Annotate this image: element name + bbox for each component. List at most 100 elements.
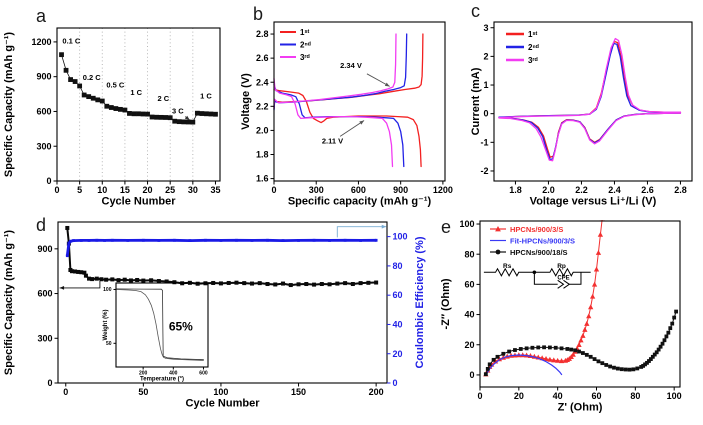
svg-text:1 C: 1 C: [200, 91, 212, 100]
svg-text:80: 80: [630, 391, 640, 401]
svg-text:3 C: 3 C: [172, 107, 184, 116]
svg-text:2.11 V: 2.11 V: [322, 137, 343, 146]
svg-text:0: 0: [469, 370, 474, 380]
chart-d-cycling-with-tga-inset: 0 50 100 150 2000300600900020406080100Cycle …: [3, 215, 426, 410]
svg-text:c: c: [471, 1, 480, 21]
svg-text:0.1 C: 0.1 C: [62, 37, 81, 46]
svg-text:-1: -1: [480, 137, 488, 147]
svg-text:2.6: 2.6: [256, 53, 269, 63]
svg-text:20: 20: [464, 340, 474, 350]
svg-text:1200: 1200: [433, 185, 453, 195]
svg-text:900: 900: [393, 185, 408, 195]
svg-text:300: 300: [37, 333, 52, 343]
svg-text:900: 900: [37, 244, 52, 254]
svg-text:20: 20: [393, 349, 403, 359]
svg-text:Fit-HPCNs/900/3/S: Fit-HPCNs/900/3/S: [510, 237, 575, 246]
svg-text:80: 80: [464, 249, 474, 259]
svg-text:0.5 C: 0.5 C: [106, 80, 125, 89]
svg-text:Z' (Ohm): Z' (Ohm): [558, 402, 603, 414]
svg-text:100: 100: [667, 391, 682, 401]
svg-text:2.2: 2.2: [575, 185, 588, 195]
svg-text:60: 60: [464, 279, 474, 289]
svg-text:40: 40: [553, 391, 563, 401]
svg-text:150: 150: [291, 387, 306, 397]
svg-text:60: 60: [393, 290, 403, 300]
svg-text:1ˢᵗ: 1ˢᵗ: [300, 28, 309, 37]
panel-e-nyquist-impedance: 0 20 40 60 80 100 0 20 40 60 80 100 Z' (Ohm) -Z″ (Ohm…: [440, 207, 703, 425]
svg-text:0: 0: [483, 109, 488, 119]
svg-text:100: 100: [393, 232, 408, 242]
svg-text:400: 400: [169, 370, 178, 376]
svg-text:3: 3: [483, 23, 488, 33]
svg-text:5: 5: [77, 185, 82, 195]
chart-c-cv-curves: 1.8 2.0 2.2 2.4 2.6 2.8 -2 -1 0 1 2 3 Voltage versus…: [470, 1, 693, 207]
svg-text:40: 40: [393, 320, 403, 330]
svg-text:a: a: [36, 6, 47, 26]
svg-text:50: 50: [106, 341, 112, 347]
svg-text:d: d: [36, 215, 46, 235]
svg-text:0: 0: [63, 387, 68, 397]
svg-text:Rs: Rs: [503, 263, 512, 270]
svg-text:-Z″ (Ohm): -Z″ (Ohm): [440, 278, 452, 329]
svg-text:1ˢᵗ: 1ˢᵗ: [528, 30, 537, 39]
svg-text:10: 10: [97, 185, 107, 195]
svg-text:0: 0: [46, 176, 51, 186]
svg-text:Current (mA): Current (mA): [470, 67, 482, 135]
svg-text:0: 0: [477, 391, 482, 401]
svg-text:Temperature (°): Temperature (°): [140, 377, 184, 383]
svg-text:65%: 65%: [169, 319, 193, 333]
svg-text:1200: 1200: [31, 37, 51, 47]
chart-b-voltage-profiles: 0 300 600 900 1200 1.6 1.8 2.0 2.2 2.4 2.6 2.8 Speci…: [240, 4, 453, 207]
svg-text:2.6: 2.6: [641, 185, 654, 195]
svg-text:2.8: 2.8: [674, 185, 687, 195]
svg-text:600: 600: [36, 107, 51, 117]
svg-text:HPCNs/900/18/S: HPCNs/900/18/S: [510, 248, 568, 257]
svg-text:2.2: 2.2: [256, 101, 269, 111]
panel-b-charge-discharge-profiles: 0 300 600 900 1200 1.6 1.8 2.0 2.2 2.4 2.6 2.8 Speci…: [237, 0, 470, 207]
svg-text:3ʳᵈ: 3ʳᵈ: [528, 56, 538, 65]
svg-text:1: 1: [483, 80, 488, 90]
svg-text:2ⁿᵈ: 2ⁿᵈ: [528, 43, 539, 52]
svg-text:Voltage (V): Voltage (V): [240, 73, 252, 130]
svg-text:2ⁿᵈ: 2ⁿᵈ: [300, 41, 311, 50]
svg-text:2.4: 2.4: [256, 77, 269, 87]
svg-text:20: 20: [514, 391, 524, 401]
panel-c-cyclic-voltammetry: 1.8 2.0 2.2 2.4 2.6 2.8 -2 -1 0 1 2 3 Voltage versus…: [470, 0, 703, 207]
svg-text:100: 100: [459, 219, 474, 229]
svg-text:30: 30: [188, 185, 198, 195]
svg-text:0: 0: [393, 378, 398, 388]
svg-text:900: 900: [36, 72, 51, 82]
svg-text:35: 35: [210, 185, 220, 195]
svg-text:20: 20: [143, 185, 153, 195]
svg-text:300: 300: [309, 185, 324, 195]
svg-text:2.0: 2.0: [542, 185, 555, 195]
svg-text:200: 200: [369, 387, 384, 397]
svg-text:50: 50: [138, 387, 148, 397]
svg-text:HPCNs/900/3/S: HPCNs/900/3/S: [510, 225, 563, 234]
svg-text:Specific Capacity (mAh g⁻¹): Specific Capacity (mAh g⁻¹): [3, 32, 15, 178]
chart-a-rate-capability: 0 5 10 15 20 25 30 35 0 300 600 900 1200 Cycle Number…: [3, 6, 221, 207]
svg-text:Cycle Number: Cycle Number: [102, 196, 177, 207]
svg-text:600: 600: [351, 185, 366, 195]
panel-a-rate-capability: 0 5 10 15 20 25 30 35 0 300 600 900 1200 Cycle Number…: [0, 0, 237, 207]
svg-text:0: 0: [47, 378, 52, 388]
svg-text:100: 100: [103, 287, 112, 293]
svg-text:Cycle Number: Cycle Number: [186, 398, 261, 410]
svg-text:200: 200: [139, 370, 148, 376]
svg-text:300: 300: [36, 141, 51, 151]
svg-text:1.8: 1.8: [256, 150, 269, 160]
svg-text:Voltage versus Li⁺/Li (V): Voltage versus Li⁺/Li (V): [530, 196, 657, 207]
svg-text:0: 0: [271, 185, 276, 195]
svg-text:Coulombic Efficiency (%): Coulombic Efficiency (%): [414, 236, 426, 368]
svg-text:-2: -2: [480, 166, 488, 176]
svg-text:2.8: 2.8: [256, 29, 269, 39]
svg-text:100: 100: [213, 387, 228, 397]
svg-text:0.2 C: 0.2 C: [83, 73, 102, 82]
svg-text:Specific capacity (mAh g⁻¹): Specific capacity (mAh g⁻¹): [288, 196, 432, 207]
svg-text:0: 0: [54, 185, 59, 195]
svg-text:Rp: Rp: [557, 263, 566, 270]
svg-text:2.4: 2.4: [608, 185, 621, 195]
svg-text:Specific Capacity (mAh g⁻¹): Specific Capacity (mAh g⁻¹): [3, 230, 15, 376]
svg-text:b: b: [253, 4, 263, 24]
